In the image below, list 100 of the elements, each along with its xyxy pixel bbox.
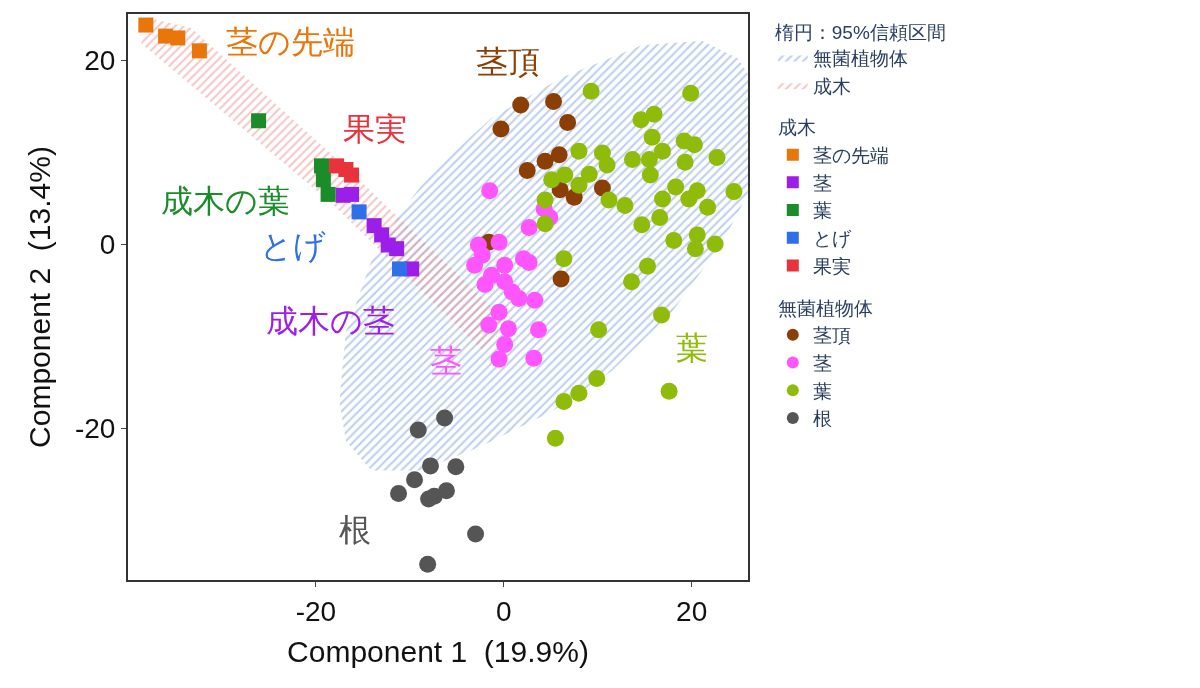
legend-label: 葉 bbox=[812, 380, 832, 402]
point bbox=[492, 120, 510, 138]
point bbox=[570, 176, 588, 194]
point bbox=[409, 421, 427, 439]
point bbox=[490, 303, 508, 321]
point bbox=[481, 182, 499, 200]
annotation: 茎頂 bbox=[476, 44, 540, 80]
point bbox=[170, 30, 186, 46]
point bbox=[623, 150, 641, 168]
point bbox=[546, 429, 564, 447]
annotation: とげ bbox=[260, 228, 326, 264]
point bbox=[600, 191, 618, 209]
point bbox=[725, 183, 743, 201]
point bbox=[706, 235, 724, 253]
point bbox=[651, 208, 669, 226]
point bbox=[654, 142, 672, 160]
y-tick-label: 0 bbox=[99, 228, 116, 260]
point bbox=[632, 111, 650, 129]
point bbox=[503, 283, 521, 301]
point bbox=[582, 82, 600, 100]
point bbox=[638, 257, 656, 275]
point bbox=[391, 261, 407, 277]
point bbox=[518, 161, 536, 179]
x-tick-label: 0 bbox=[495, 595, 512, 627]
point bbox=[536, 191, 554, 209]
annotation: 成木の茎 bbox=[266, 303, 395, 339]
legend-label: 茎頂 bbox=[812, 325, 851, 347]
point bbox=[320, 186, 336, 202]
point bbox=[682, 84, 700, 102]
legend-label: 無菌植物体 bbox=[812, 47, 908, 69]
point bbox=[499, 320, 517, 338]
legend-label: とげ bbox=[812, 228, 852, 250]
y-tick-label: -20 bbox=[74, 412, 116, 444]
point bbox=[496, 256, 514, 274]
point bbox=[590, 321, 608, 339]
point bbox=[641, 166, 659, 184]
legend-label: 茎 bbox=[812, 172, 832, 194]
point bbox=[344, 186, 360, 202]
legend-label: 葉 bbox=[812, 200, 832, 222]
annotation: 成木の葉 bbox=[161, 183, 290, 219]
legend-title: 楕円：95%信頼区間 bbox=[774, 21, 946, 43]
point bbox=[476, 276, 494, 294]
x-tick-label: -20 bbox=[295, 595, 337, 627]
point bbox=[512, 96, 530, 114]
point bbox=[447, 458, 465, 476]
point bbox=[406, 471, 424, 489]
point bbox=[588, 369, 606, 387]
point bbox=[688, 226, 706, 244]
annotation: 茎の先端 bbox=[226, 24, 355, 60]
point bbox=[389, 241, 405, 257]
point bbox=[314, 158, 330, 174]
point bbox=[536, 152, 554, 170]
point bbox=[390, 484, 408, 502]
point bbox=[654, 190, 672, 208]
legend-label: 成木 bbox=[812, 75, 851, 97]
point bbox=[525, 349, 543, 367]
point bbox=[520, 219, 538, 237]
point bbox=[633, 216, 651, 234]
text: 成木 bbox=[777, 117, 816, 139]
point bbox=[473, 246, 491, 264]
point bbox=[653, 306, 671, 324]
point bbox=[623, 273, 641, 291]
text: 無菌植物体 bbox=[777, 297, 873, 319]
point bbox=[645, 105, 663, 123]
y-tick-label: 20 bbox=[84, 44, 116, 76]
point bbox=[570, 142, 588, 160]
point bbox=[559, 114, 577, 132]
point bbox=[545, 92, 563, 110]
point bbox=[665, 231, 683, 249]
point bbox=[425, 487, 443, 505]
legend-label: 根 bbox=[812, 408, 832, 430]
annotation: 葉 bbox=[676, 330, 708, 366]
annotation: 果実 bbox=[343, 111, 407, 147]
point bbox=[344, 167, 360, 183]
point bbox=[640, 150, 658, 168]
point bbox=[676, 153, 694, 171]
legend-label: 茎 bbox=[812, 352, 832, 374]
point bbox=[555, 250, 573, 268]
point bbox=[580, 165, 598, 183]
point bbox=[552, 270, 570, 288]
point bbox=[556, 166, 574, 184]
point bbox=[351, 204, 367, 220]
annotation: 茎 bbox=[430, 343, 462, 379]
point bbox=[550, 146, 568, 164]
point bbox=[530, 321, 548, 339]
legend-label: 茎の先端 bbox=[812, 145, 889, 167]
point bbox=[555, 392, 573, 410]
point bbox=[526, 291, 544, 309]
point bbox=[598, 156, 616, 174]
point bbox=[593, 179, 611, 197]
y-axis-title: Component 2 (13.4%) bbox=[23, 146, 57, 448]
point bbox=[680, 190, 698, 208]
legend-label: 果実 bbox=[812, 255, 851, 277]
point bbox=[708, 149, 726, 167]
point bbox=[699, 198, 717, 216]
point bbox=[616, 196, 634, 214]
point bbox=[543, 171, 561, 189]
point bbox=[490, 233, 508, 251]
x-tick-label: 20 bbox=[676, 595, 708, 627]
point bbox=[315, 172, 331, 188]
